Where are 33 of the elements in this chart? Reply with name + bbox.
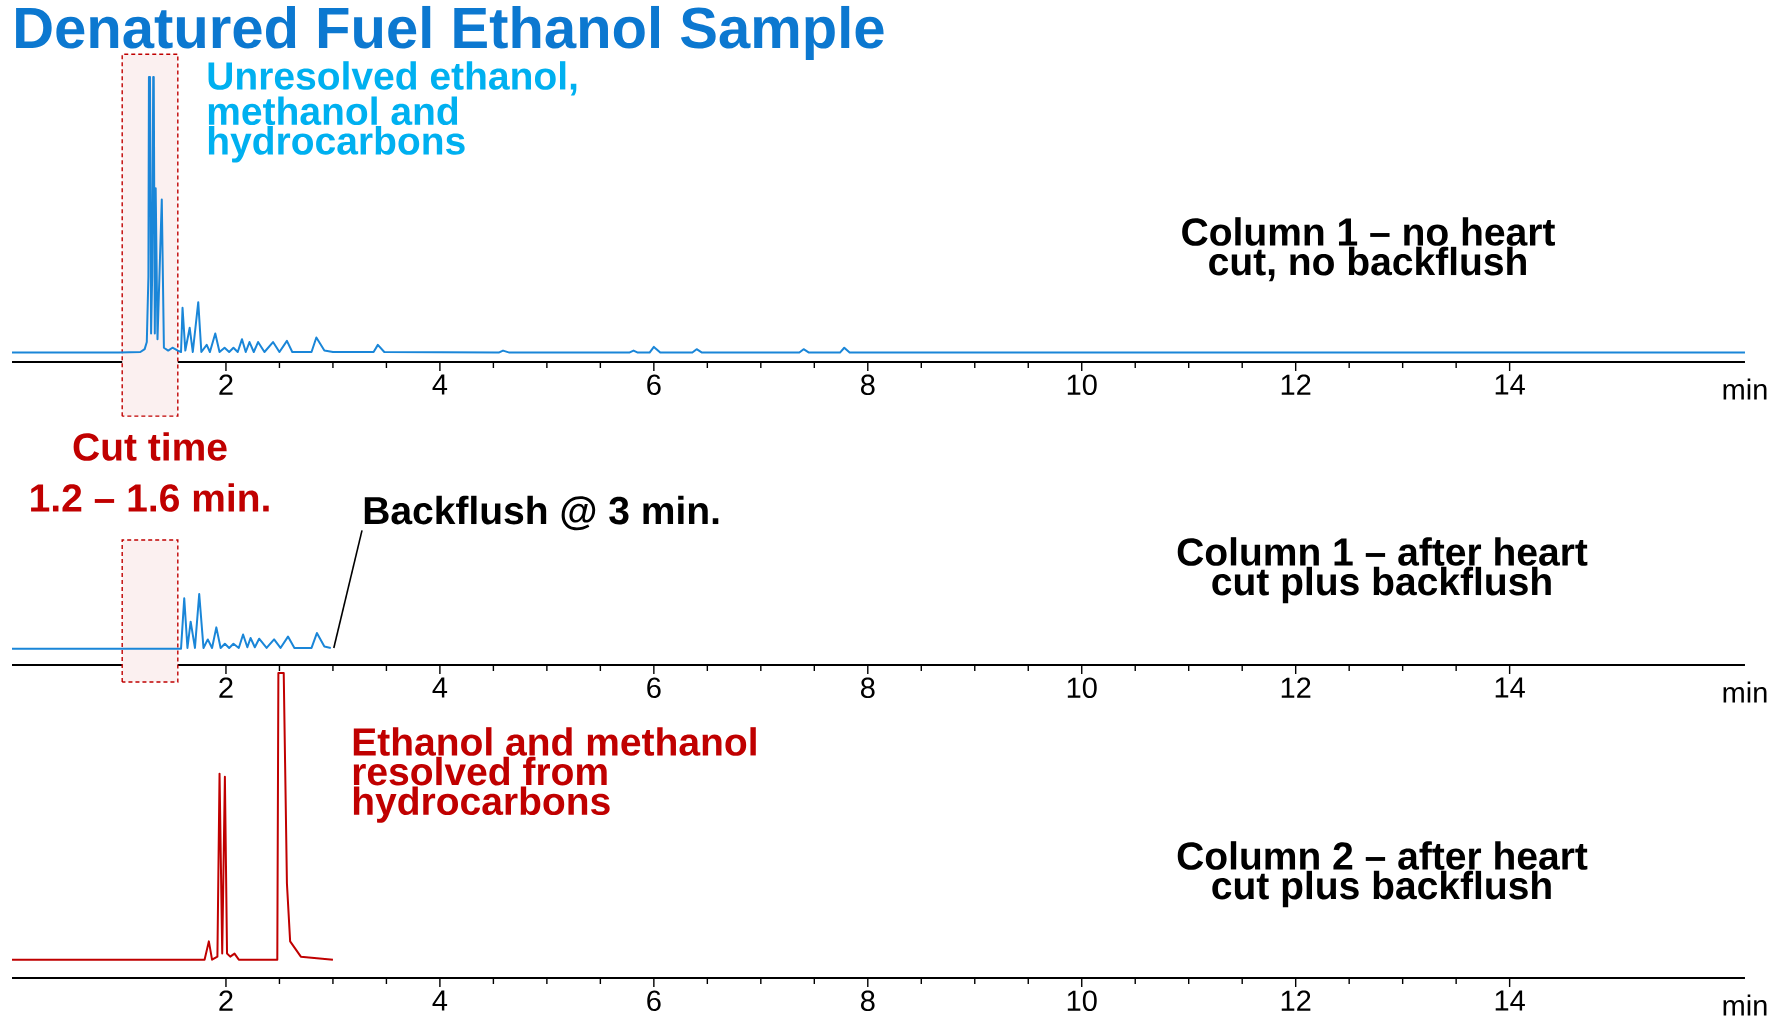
x-tick-label: 2 xyxy=(219,374,233,395)
x-tick-label: 10 xyxy=(1067,677,1097,699)
annotation: Ethanol and methanol resolved from hydrocarbons xyxy=(353,727,756,823)
x-tick-label: 8 xyxy=(860,374,875,396)
x-axis-title: min xyxy=(1723,994,1767,1016)
x-tick-label: 12 xyxy=(1281,990,1311,1011)
x-tick-label: 12 xyxy=(1281,374,1311,395)
annotation: Backflush @ 3 min. xyxy=(364,495,719,531)
x-tick-label: 8 xyxy=(860,990,875,1012)
x-axis-title: min xyxy=(1723,681,1767,703)
annotation: Column 1 – no heart cut, no backflush xyxy=(1182,217,1555,282)
x-tick-label: 6 xyxy=(647,677,661,699)
x-tick-label: 10 xyxy=(1067,374,1097,396)
x-tick-label: 12 xyxy=(1281,677,1311,698)
annotation: Column 2 – after heart cut plus backflush xyxy=(1177,841,1588,908)
x-tick-label: 8 xyxy=(860,677,875,699)
x-axis-title: min xyxy=(1723,378,1767,400)
x-tick-label: 14 xyxy=(1495,374,1525,395)
text: Cut time xyxy=(73,432,227,461)
x-tick-label: 6 xyxy=(647,374,661,396)
text: 1.2 – 1.6 min. xyxy=(31,483,269,512)
x-tick-label: 14 xyxy=(1495,990,1525,1011)
x-tick-label: 4 xyxy=(432,677,448,698)
x-tick-label: 2 xyxy=(219,990,233,1011)
chart-title: Denatured Fuel Ethanol Sample xyxy=(16,5,884,61)
x-tick-label: 4 xyxy=(432,374,448,395)
x-tick-label: 6 xyxy=(647,990,661,1012)
x-tick-label: 14 xyxy=(1495,677,1525,698)
x-tick-label: 4 xyxy=(432,990,448,1011)
x-tick-label: 10 xyxy=(1067,990,1097,1012)
annotation: Unresolved ethanol, methanol and hydrocarbons xyxy=(208,61,577,163)
annotation: Column 1 – after heart cut plus backflush xyxy=(1177,537,1588,604)
x-tick-label: 2 xyxy=(219,677,233,698)
